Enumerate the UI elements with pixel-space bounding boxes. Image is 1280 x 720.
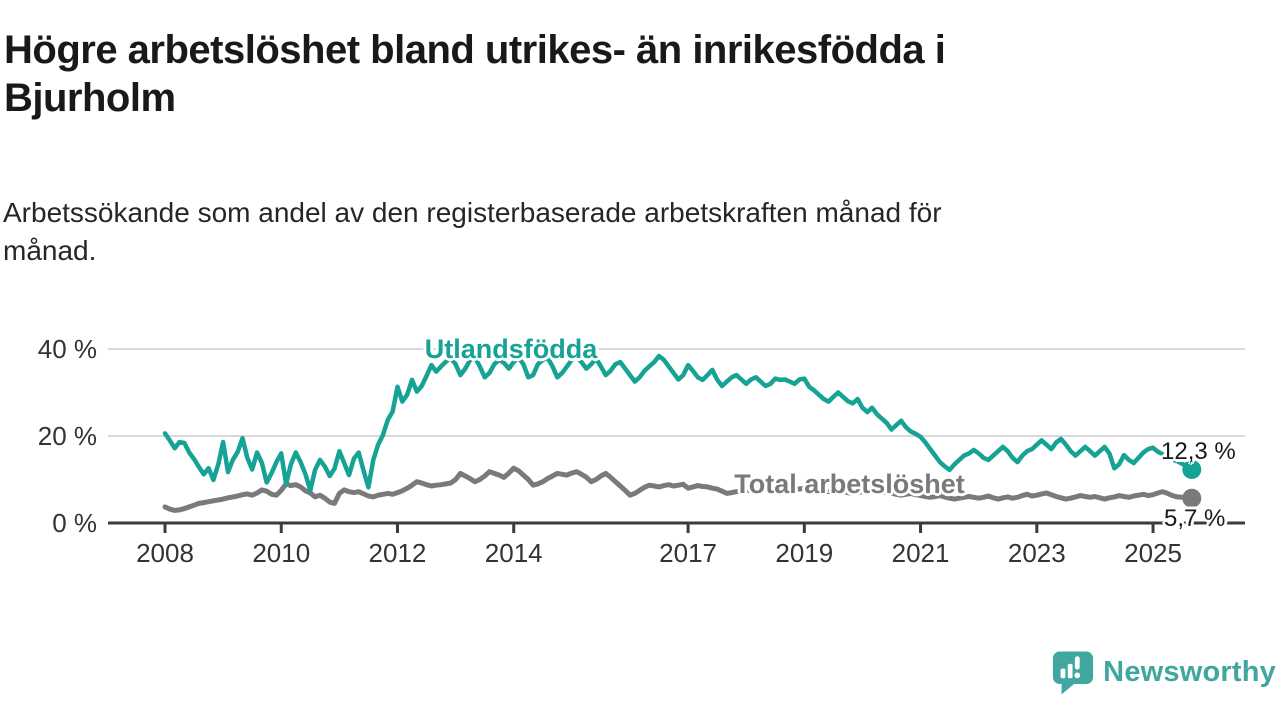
newsworthy-bubble-chart-icon (1053, 651, 1094, 695)
y-axis-label: 20 % (37, 421, 97, 451)
title-line-2: Bjurholm (4, 76, 176, 120)
x-axis-label: 2023 (1007, 538, 1066, 568)
newsworthy-wordmark: Newsworthy (1103, 656, 1276, 688)
end-dot-utlandsfodda (1182, 459, 1202, 479)
end-dot-total (1182, 488, 1202, 508)
subtitle-line-2: månad. (3, 235, 97, 266)
newsworthy-logo: Newsworthy (1052, 649, 1276, 696)
y-axis-label: 0 % (52, 508, 97, 538)
subtitle-line-1: Arbetssökande som andel av den registerb… (3, 197, 942, 228)
x-axis-label: 2014 (484, 538, 543, 568)
y-axis-label: 40 % (37, 334, 97, 364)
series-line-utlandsfodda (162, 353, 1195, 493)
x-axis-label: 2021 (891, 538, 950, 568)
x-axis-label: 2012 (368, 538, 427, 568)
x-axis-label: 2017 (659, 538, 717, 568)
chart-title: Högre arbetslöshet bland utrikes- än inr… (4, 26, 946, 122)
series-line-total (162, 465, 1195, 513)
end-value-label-utlandsfodda: 12,3 % (1161, 438, 1236, 465)
end-value-label-total: 5,7 % (1164, 505, 1226, 532)
title-line-1: Högre arbetslöshet bland utrikes- än inr… (4, 28, 946, 72)
x-axis-label: 2010 (252, 538, 311, 568)
chart-subtitle: Arbetssökande som andel av den registerb… (3, 194, 942, 270)
x-axis-label: 2025 (1124, 538, 1182, 568)
x-axis-label: 2008 (136, 538, 194, 568)
series-label-total-arbetsloshet: Total arbetslöshet (734, 469, 965, 499)
series-label-utlandsfodda: Utlandsfödda (424, 334, 598, 364)
x-axis-label: 2019 (775, 538, 834, 568)
